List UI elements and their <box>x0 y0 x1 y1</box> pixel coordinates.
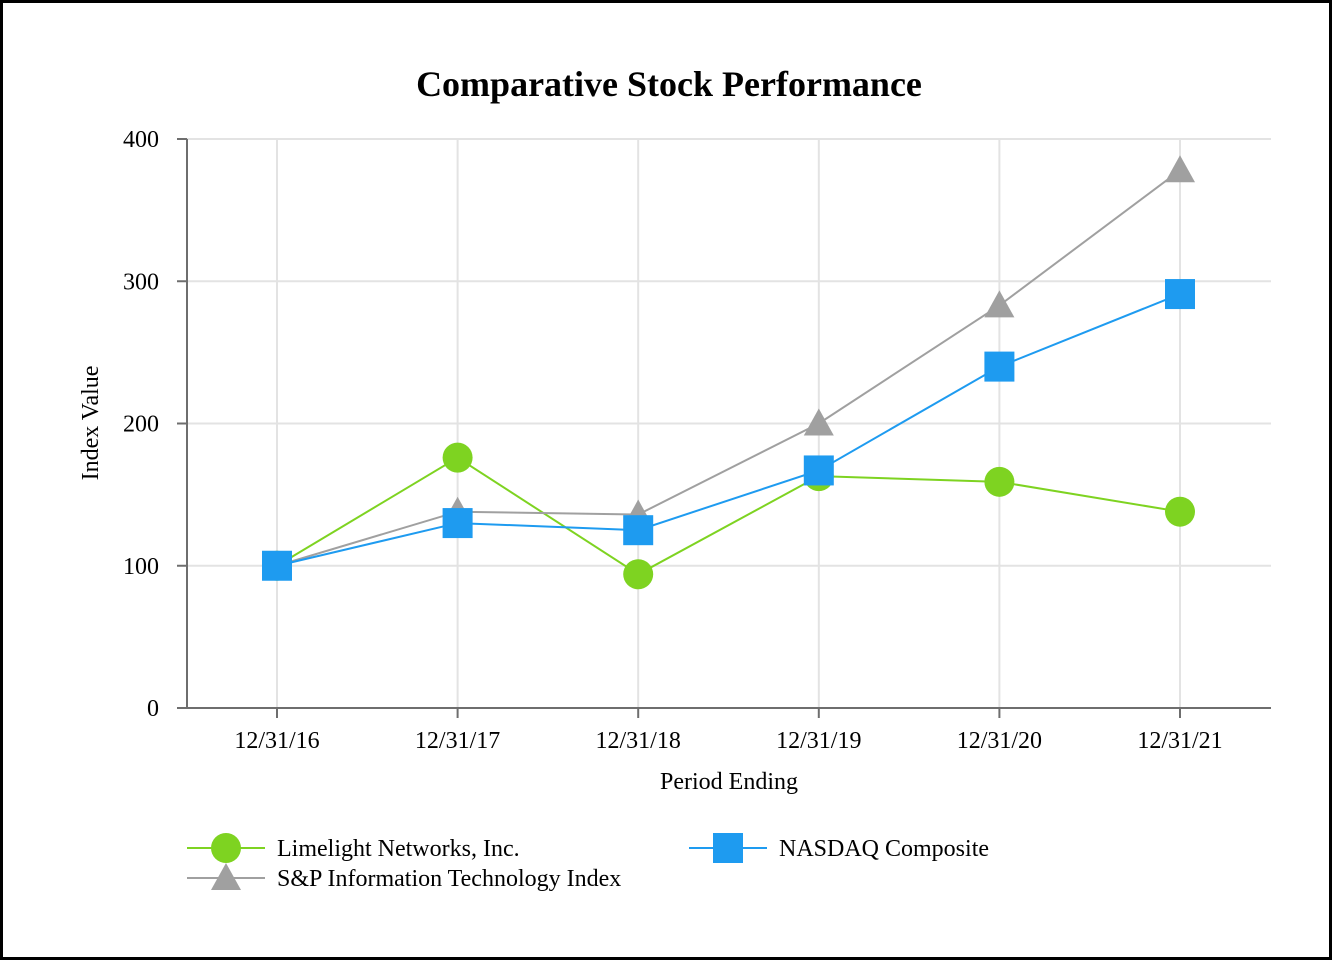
legend-label-s-p-information-technology-index: S&P Information Technology Index <box>277 866 621 892</box>
data-point-nasdaq-composite-12-31-18 <box>623 515 654 546</box>
legend-marker-limelight-networks-inc <box>211 833 241 863</box>
data-point-nasdaq-composite-12-31-19 <box>803 455 834 486</box>
data-point-nasdaq-composite-12-31-16 <box>262 550 292 581</box>
x-tick-label-12-31-16: 12/31/16 <box>234 728 319 754</box>
series-nasdaq-composite <box>262 279 1195 581</box>
y-tick-labels: 0 100 200 300 400 <box>123 127 187 722</box>
series-line-limelight-networks-inc <box>276 456 1181 576</box>
data-point-limelight-networks-inc-12-31-20 <box>984 466 1015 497</box>
x-tick-label-12-31-21: 12/31/21 <box>1137 728 1222 754</box>
data-point-nasdaq-composite-12-31-17 <box>442 508 473 539</box>
data-point-limelight-networks-inc-12-31-21 <box>1165 496 1195 527</box>
y-tick-label-0: 0 <box>147 696 159 722</box>
legend-marker-nasdaq-composite <box>713 833 743 863</box>
legend-label-limelight-networks-inc: Limelight Networks, Inc. <box>277 836 520 862</box>
chart-title: Comparative Stock Performance <box>416 64 922 104</box>
x-tick-label-12-31-18: 12/31/18 <box>596 728 681 754</box>
x-tick-label-12-31-19: 12/31/19 <box>776 728 861 754</box>
grid <box>187 138 1271 708</box>
x-tick-label-12-31-20: 12/31/20 <box>957 728 1042 754</box>
legend-label-nasdaq-composite: NASDAQ Composite <box>779 836 989 862</box>
series-limelight-networks-inc <box>262 442 1195 590</box>
legend-marker-s-p-information-technology-index <box>211 863 241 890</box>
data-point-limelight-networks-inc-12-31-18 <box>623 559 654 590</box>
x-tick-label-12-31-17: 12/31/17 <box>415 728 500 754</box>
data-point-s-p-information-technology-index-12-31-21 <box>1165 155 1195 183</box>
legend-item-nasdaq-composite: NASDAQ Composite <box>689 833 989 863</box>
series-line-s-p-information-technology-index <box>276 169 1181 567</box>
data-point-s-p-information-technology-index-12-31-20 <box>984 290 1015 318</box>
series-line-nasdaq-composite <box>276 293 1181 567</box>
legend-item-s-p-information-technology-index: S&P Information Technology Index <box>187 863 621 892</box>
series <box>262 155 1195 590</box>
y-tick-label-300: 300 <box>123 269 159 295</box>
line-chart: Comparative Stock Performance 0 100 200 300… <box>78 64 1271 892</box>
y-tick-label-200: 200 <box>123 412 159 438</box>
y-axis-title: Index Value <box>78 366 104 481</box>
data-point-nasdaq-composite-12-31-20 <box>984 351 1015 382</box>
data-point-s-p-information-technology-index-12-31-19 <box>803 408 834 436</box>
series-s-p-information-technology-index <box>262 155 1195 578</box>
y-tick-label-100: 100 <box>123 554 159 580</box>
x-tick-labels: 12/31/16 12/31/17 12/31/18 12/31/19 12/31/20… <box>234 708 1223 754</box>
legend-item-limelight-networks-inc: Limelight Networks, Inc. <box>187 833 520 863</box>
y-tick-label-400: 400 <box>123 127 159 153</box>
x-axis-title: Period Ending <box>660 769 798 795</box>
legend: Limelight Networks, Inc. NASDAQ Composite… <box>187 833 989 892</box>
data-point-limelight-networks-inc-12-31-17 <box>442 442 473 473</box>
data-point-nasdaq-composite-12-31-21 <box>1165 279 1195 310</box>
